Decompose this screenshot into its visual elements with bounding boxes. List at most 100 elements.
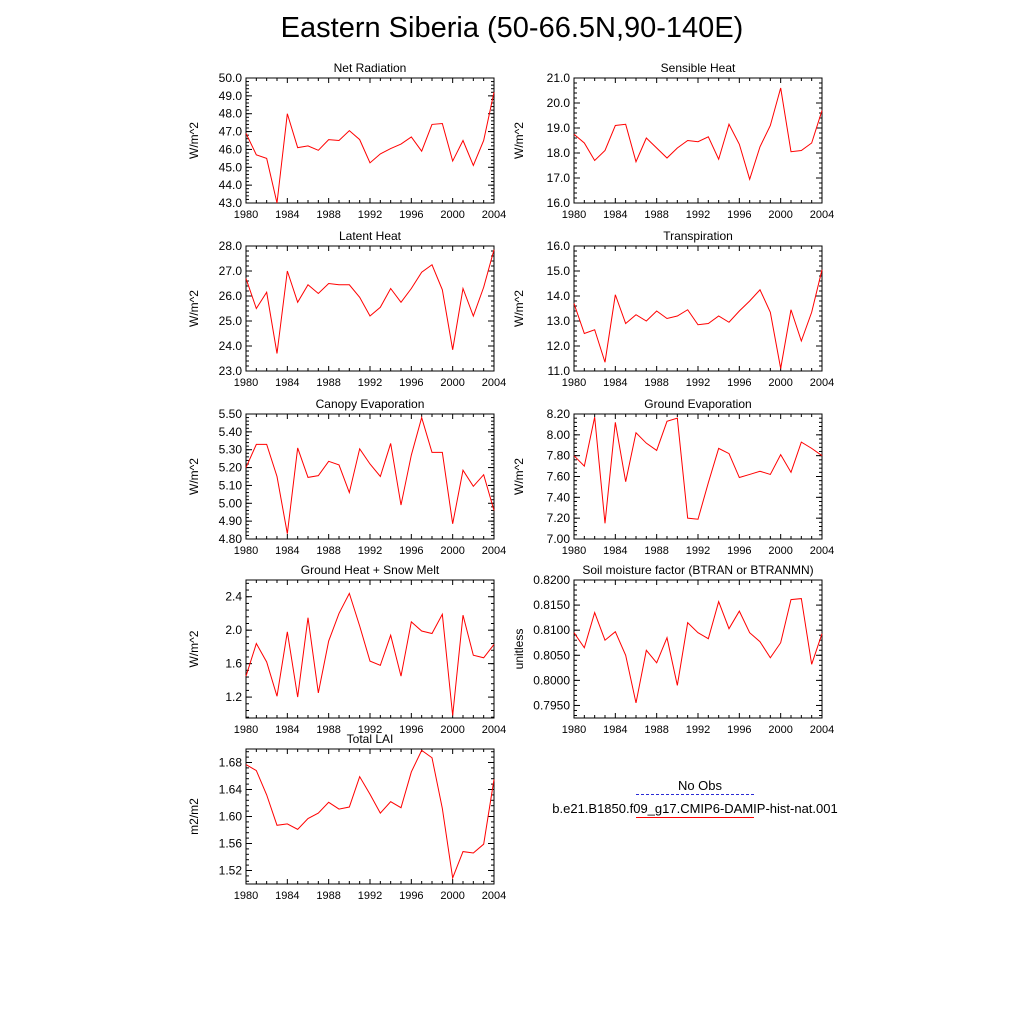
y-tick-label: 1.6 <box>225 657 242 671</box>
x-tick-label: 1988 <box>316 890 340 902</box>
y-tick-label: 50.0 <box>219 71 243 85</box>
y-axis-label: W/m^2 <box>187 458 201 495</box>
series-line <box>573 269 823 369</box>
y-tick-label: 21.0 <box>547 71 571 85</box>
x-tick-label: 2000 <box>440 377 464 389</box>
panel-0: 1980 1984 1988 1992 1996 2000 2004 43.0 44.0 45.0… <box>187 61 506 221</box>
y-tick-label: 1.60 <box>219 810 243 824</box>
panel-title: Net Radiation <box>334 61 407 75</box>
y-tick-label: 5.30 <box>219 443 243 457</box>
y-tick-label: 20.0 <box>547 96 571 110</box>
x-tick-label: 1984 <box>275 724 299 736</box>
plot-frame <box>573 413 823 540</box>
x-tick-label: 1996 <box>727 377 751 389</box>
plot-frame <box>245 748 495 885</box>
y-tick-label: 1.64 <box>219 783 243 797</box>
y-tick-label: 1.2 <box>225 690 242 704</box>
series-line <box>573 598 823 704</box>
legend-model-line <box>636 817 754 818</box>
y-axis-label: W/m^2 <box>187 122 201 159</box>
x-tick-label: 2000 <box>768 545 792 557</box>
x-tick-label: 1992 <box>686 545 710 557</box>
x-tick-label: 1984 <box>275 377 299 389</box>
series-line <box>573 417 823 524</box>
y-tick-label: 0.7950 <box>533 698 570 712</box>
y-tick-label: 5.40 <box>219 425 243 439</box>
y-tick-label: 7.40 <box>547 490 571 504</box>
x-tick-label: 1988 <box>316 209 340 221</box>
x-tick-label: 1980 <box>562 724 586 736</box>
y-tick-label: 0.8000 <box>533 673 570 687</box>
y-tick-label: 28.0 <box>219 239 243 253</box>
y-tick-label: 18.0 <box>547 146 571 160</box>
x-tick-label: 1980 <box>562 377 586 389</box>
x-tick-label: 2004 <box>482 377 506 389</box>
y-tick-label: 23.0 <box>219 364 243 378</box>
x-tick-label: 2004 <box>482 545 506 557</box>
x-tick-label: 1980 <box>234 724 258 736</box>
plot-frame <box>573 579 823 719</box>
x-tick-label: 1992 <box>358 890 382 902</box>
x-tick-label: 2004 <box>482 724 506 736</box>
y-tick-label: 12.0 <box>547 339 571 353</box>
y-axis-label: W/m^2 <box>512 290 526 327</box>
x-tick-label: 1992 <box>686 377 710 389</box>
x-tick-label: 1980 <box>234 377 258 389</box>
y-tick-label: 15.0 <box>547 264 571 278</box>
y-tick-label: 11.0 <box>548 364 571 378</box>
x-tick-label: 1984 <box>603 209 627 221</box>
panel-title: Soil moisture factor (BTRAN or BTRANMN) <box>582 563 813 577</box>
x-tick-label: 1996 <box>727 209 751 221</box>
y-tick-label: 7.00 <box>547 532 571 546</box>
x-tick-label: 2004 <box>482 890 506 902</box>
series-line <box>245 592 495 716</box>
y-tick-label: 25.0 <box>219 314 243 328</box>
x-tick-label: 1980 <box>234 890 258 902</box>
y-tick-label: 7.20 <box>547 511 571 525</box>
x-tick-label: 1992 <box>358 545 382 557</box>
y-tick-label: 16.0 <box>547 239 571 253</box>
y-tick-label: 24.0 <box>219 339 243 353</box>
x-tick-label: 2000 <box>440 545 464 557</box>
x-tick-label: 2000 <box>768 724 792 736</box>
x-tick-label: 2000 <box>440 209 464 221</box>
x-tick-label: 1984 <box>275 209 299 221</box>
x-tick-label: 2000 <box>440 724 464 736</box>
x-tick-label: 1996 <box>399 724 423 736</box>
x-tick-label: 1996 <box>399 377 423 389</box>
y-axis-label: W/m^2 <box>512 122 526 159</box>
legend-model-label: b.e21.B1850.f09_g17.CMIP6-DAMIP-hist-nat… <box>552 801 838 816</box>
x-tick-label: 1988 <box>644 377 668 389</box>
x-tick-label: 1988 <box>316 377 340 389</box>
panel-title: Canopy Evaporation <box>316 397 425 411</box>
y-tick-label: 2.0 <box>225 623 242 637</box>
y-tick-label: 5.10 <box>219 478 243 492</box>
series-line <box>245 249 495 354</box>
x-tick-label: 2004 <box>810 724 834 736</box>
panel-title: Ground Evaporation <box>644 397 751 411</box>
x-tick-label: 1996 <box>727 724 751 736</box>
x-tick-label: 1996 <box>399 545 423 557</box>
y-tick-label: 46.0 <box>219 142 243 156</box>
y-axis-label: W/m^2 <box>187 290 201 327</box>
x-tick-label: 1996 <box>727 545 751 557</box>
x-tick-label: 1984 <box>603 377 627 389</box>
y-tick-label: 14.0 <box>547 289 571 303</box>
plot-frame <box>245 579 495 719</box>
x-tick-label: 2000 <box>440 890 464 902</box>
y-axis-label: unitless <box>512 629 526 670</box>
y-axis-label: W/m^2 <box>187 630 201 667</box>
y-axis-label: W/m^2 <box>512 458 526 495</box>
y-tick-label: 1.68 <box>219 756 243 770</box>
y-tick-label: 13.0 <box>547 314 571 328</box>
y-tick-label: 2.4 <box>225 590 242 604</box>
legend: No Obs b.e21.B1850.f09_g17.CMIP6-DAMIP-h… <box>530 778 860 824</box>
x-tick-label: 1996 <box>399 209 423 221</box>
x-tick-label: 2004 <box>810 377 834 389</box>
figure-title: Eastern Siberia (50-66.5N,90-140E) <box>280 12 744 44</box>
legend-obs-line <box>636 794 754 795</box>
x-tick-label: 2004 <box>810 545 834 557</box>
y-tick-label: 44.0 <box>219 178 243 192</box>
x-tick-label: 1980 <box>562 209 586 221</box>
x-tick-label: 1984 <box>275 890 299 902</box>
